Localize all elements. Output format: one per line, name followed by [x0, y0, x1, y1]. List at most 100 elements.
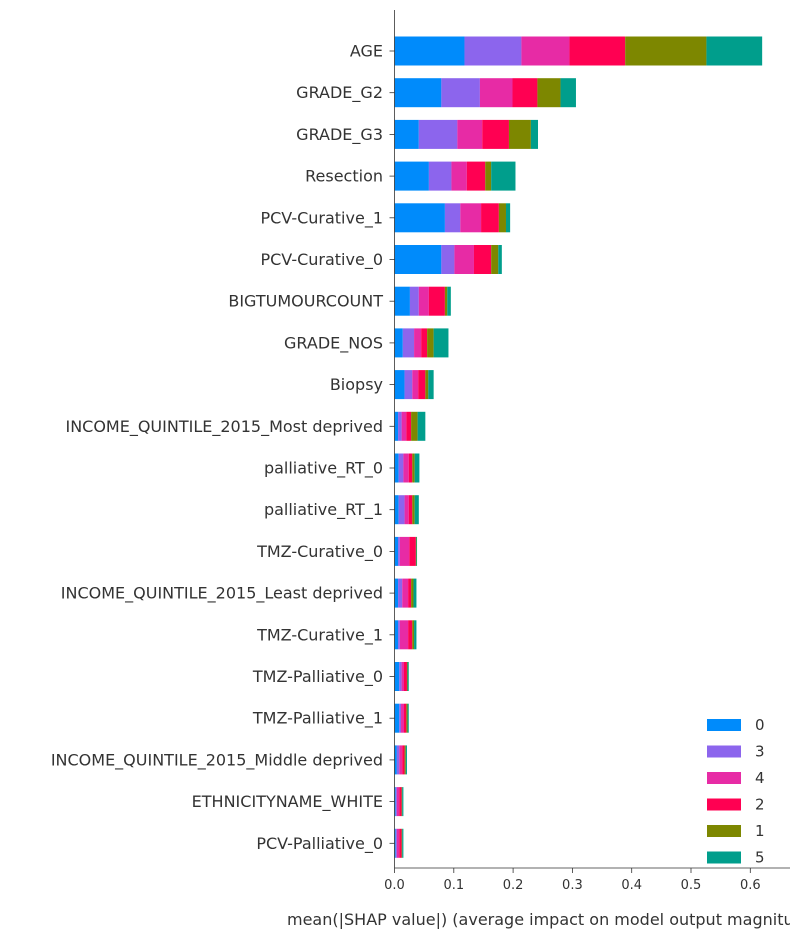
bar-segment — [399, 620, 409, 650]
bar-segment — [508, 119, 531, 149]
bar-segment — [399, 745, 403, 775]
legend-swatch — [707, 719, 741, 731]
bar-segment — [399, 828, 402, 858]
bar-segment — [409, 286, 419, 316]
bar-segment — [412, 370, 419, 400]
bar-segment — [505, 203, 511, 233]
bar-segment — [394, 161, 429, 191]
bar-segment — [427, 328, 434, 358]
bar-segment — [414, 620, 417, 650]
bar-segment — [394, 662, 400, 691]
x-tick-label: 0.0 — [384, 878, 405, 893]
bar-segment — [401, 411, 407, 441]
bar-segment — [401, 703, 404, 733]
bar-segment — [402, 578, 409, 608]
bar-segment — [402, 745, 405, 775]
legend-swatch — [707, 798, 741, 811]
bar-segment — [399, 536, 410, 566]
bar-segment — [394, 119, 419, 149]
feature-label: INCOME_QUINTILE_2015_Least deprived — [61, 584, 383, 604]
bar-segment — [460, 203, 482, 233]
bar-segment — [457, 119, 483, 149]
bar-segment — [408, 578, 412, 608]
x-tick-label: 0.4 — [621, 878, 642, 893]
bar-segment — [491, 161, 516, 191]
bar-segment — [417, 411, 426, 441]
bar-segment — [491, 245, 499, 274]
legend-swatch — [707, 825, 741, 837]
bar-segment — [411, 578, 414, 608]
bar-segment — [394, 328, 403, 358]
legend: 0 3 4 2 1 5 — [707, 716, 765, 867]
bar-segment — [394, 495, 399, 525]
bar-segment — [473, 245, 492, 274]
bar-segment — [530, 119, 539, 149]
bar-segment — [447, 286, 451, 316]
bar-segment — [398, 620, 400, 650]
bar-segment — [428, 161, 452, 191]
bar-segment — [403, 662, 407, 691]
bar-segment — [416, 536, 418, 566]
bar-segment — [396, 787, 400, 817]
bar-segment — [560, 78, 576, 108]
legend-label: 5 — [755, 849, 765, 867]
bar-segment — [394, 370, 405, 400]
feature-label: PCV-Palliative_0 — [256, 834, 383, 854]
feature-label: palliative_RT_0 — [264, 459, 383, 479]
bar-segment — [403, 703, 407, 733]
bar-segment — [454, 245, 474, 274]
legend-swatch — [707, 851, 741, 864]
bar-segment — [433, 328, 449, 358]
feature-label: TMZ-Curative_1 — [256, 625, 383, 645]
bar-segment — [395, 787, 397, 817]
legend-label: 1 — [755, 822, 765, 840]
bar-segment — [402, 328, 415, 358]
bar-segment — [404, 495, 409, 525]
bar-segment — [406, 703, 408, 733]
bar-segment — [394, 203, 445, 233]
x-tick-label: 0.3 — [562, 878, 583, 893]
bar-segment — [394, 828, 396, 858]
bar-segment — [625, 36, 707, 66]
feature-label: GRADE_G2 — [296, 83, 383, 103]
x-tick-label: 0.2 — [503, 878, 524, 893]
feature-label: TMZ-Palliative_0 — [252, 667, 383, 687]
bar-segment — [394, 620, 399, 650]
bar-segment — [479, 78, 513, 108]
bar-segment — [418, 119, 458, 149]
bar-segment — [428, 286, 445, 316]
bar-segment — [418, 370, 426, 400]
bar-segment — [482, 119, 509, 149]
bars-layer — [394, 36, 763, 858]
bar-segment — [398, 536, 400, 566]
bar-segment — [402, 787, 404, 817]
bar-segment — [412, 495, 415, 525]
bar-segment — [396, 745, 400, 775]
bar-segment — [421, 328, 428, 358]
feature-label: Resection — [305, 167, 383, 186]
bar-segment — [398, 411, 402, 441]
legend-label: 4 — [755, 769, 765, 787]
bar-segment — [399, 787, 402, 817]
bar-segment — [403, 453, 409, 483]
legend-label: 2 — [755, 796, 765, 814]
bar-segment — [398, 453, 404, 483]
feature-label: INCOME_QUINTILE_2015_Most deprived — [65, 417, 383, 437]
x-tick-label: 0.5 — [681, 878, 702, 893]
feature-label: TMZ-Curative_0 — [256, 542, 383, 562]
bar-segment — [401, 787, 403, 817]
bar-segment — [412, 620, 415, 650]
bar-segment — [404, 370, 413, 400]
bar-segment — [537, 78, 561, 108]
bar-segment — [394, 453, 399, 483]
feature-label: palliative_RT_1 — [264, 500, 383, 520]
feature-label: GRADE_G3 — [296, 125, 383, 145]
bar-segment — [404, 745, 406, 775]
feature-labels: AGE GRADE_G2 GRADE_G3 Resection PCV-Curative… — [51, 42, 395, 854]
bar-segment — [411, 411, 418, 441]
bar-segment — [412, 453, 415, 483]
bar-segment — [706, 36, 763, 66]
bar-segment — [408, 495, 413, 525]
bar-segment — [521, 36, 570, 66]
